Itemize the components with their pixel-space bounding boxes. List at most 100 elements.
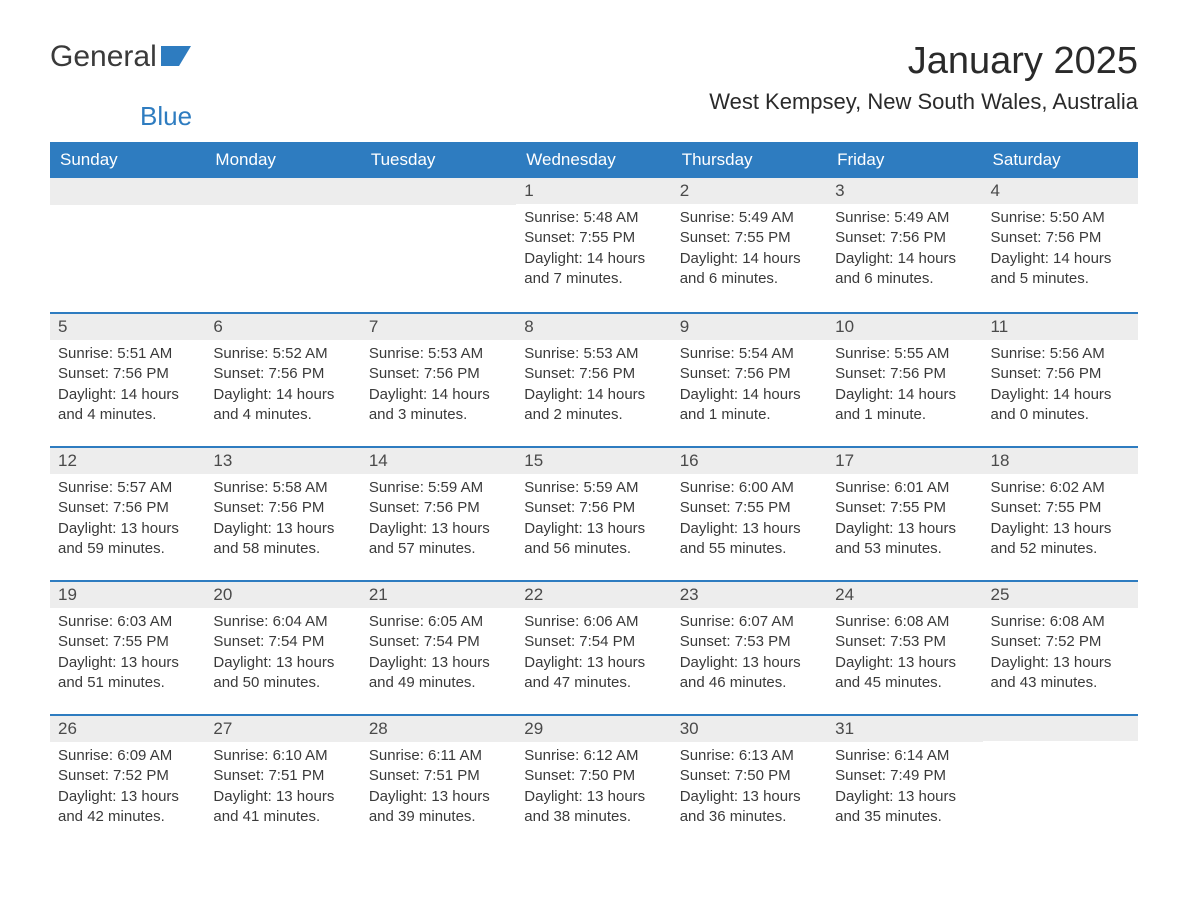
calendar-week: 5Sunrise: 5:51 AMSunset: 7:56 PMDaylight… bbox=[50, 312, 1138, 446]
calendar-empty bbox=[205, 178, 360, 312]
day-details: Sunrise: 6:04 AMSunset: 7:54 PMDaylight:… bbox=[205, 608, 360, 701]
day-number: 19 bbox=[50, 580, 205, 608]
day-details: Sunrise: 5:59 AMSunset: 7:56 PMDaylight:… bbox=[516, 474, 671, 567]
day-number: 31 bbox=[827, 714, 982, 742]
calendar-day: 23Sunrise: 6:07 AMSunset: 7:53 PMDayligh… bbox=[672, 580, 827, 714]
calendar-day: 30Sunrise: 6:13 AMSunset: 7:50 PMDayligh… bbox=[672, 714, 827, 848]
calendar-day: 7Sunrise: 5:53 AMSunset: 7:56 PMDaylight… bbox=[361, 312, 516, 446]
day-number: 21 bbox=[361, 580, 516, 608]
day-details: Sunrise: 6:02 AMSunset: 7:55 PMDaylight:… bbox=[983, 474, 1138, 567]
day-number: 25 bbox=[983, 580, 1138, 608]
day-number: 27 bbox=[205, 714, 360, 742]
calendar-day: 3Sunrise: 5:49 AMSunset: 7:56 PMDaylight… bbox=[827, 178, 982, 312]
day-of-week-row: SundayMondayTuesdayWednesdayThursdayFrid… bbox=[50, 142, 1138, 178]
day-details: Sunrise: 6:03 AMSunset: 7:55 PMDaylight:… bbox=[50, 608, 205, 701]
day-number: 16 bbox=[672, 446, 827, 474]
calendar-week: 12Sunrise: 5:57 AMSunset: 7:56 PMDayligh… bbox=[50, 446, 1138, 580]
day-of-week-header: Friday bbox=[827, 142, 982, 178]
day-details: Sunrise: 6:13 AMSunset: 7:50 PMDaylight:… bbox=[672, 742, 827, 835]
calendar-day: 20Sunrise: 6:04 AMSunset: 7:54 PMDayligh… bbox=[205, 580, 360, 714]
day-details: Sunrise: 6:01 AMSunset: 7:55 PMDaylight:… bbox=[827, 474, 982, 567]
calendar-day: 29Sunrise: 6:12 AMSunset: 7:50 PMDayligh… bbox=[516, 714, 671, 848]
calendar-day: 10Sunrise: 5:55 AMSunset: 7:56 PMDayligh… bbox=[827, 312, 982, 446]
calendar-body: 1Sunrise: 5:48 AMSunset: 7:55 PMDaylight… bbox=[50, 178, 1138, 848]
calendar-day: 26Sunrise: 6:09 AMSunset: 7:52 PMDayligh… bbox=[50, 714, 205, 848]
day-number: 1 bbox=[516, 178, 671, 204]
calendar-empty bbox=[361, 178, 516, 312]
calendar-day: 6Sunrise: 5:52 AMSunset: 7:56 PMDaylight… bbox=[205, 312, 360, 446]
calendar-week: 19Sunrise: 6:03 AMSunset: 7:55 PMDayligh… bbox=[50, 580, 1138, 714]
calendar-day: 21Sunrise: 6:05 AMSunset: 7:54 PMDayligh… bbox=[361, 580, 516, 714]
day-number: 3 bbox=[827, 178, 982, 204]
calendar-day: 24Sunrise: 6:08 AMSunset: 7:53 PMDayligh… bbox=[827, 580, 982, 714]
day-details: Sunrise: 5:53 AMSunset: 7:56 PMDaylight:… bbox=[361, 340, 516, 433]
day-number: 9 bbox=[672, 312, 827, 340]
day-number: 18 bbox=[983, 446, 1138, 474]
calendar-day: 31Sunrise: 6:14 AMSunset: 7:49 PMDayligh… bbox=[827, 714, 982, 848]
day-of-week-header: Wednesday bbox=[516, 142, 671, 178]
calendar-day: 18Sunrise: 6:02 AMSunset: 7:55 PMDayligh… bbox=[983, 446, 1138, 580]
logo-text-1: General bbox=[50, 40, 157, 74]
calendar-day: 13Sunrise: 5:58 AMSunset: 7:56 PMDayligh… bbox=[205, 446, 360, 580]
day-number: 26 bbox=[50, 714, 205, 742]
calendar-day: 5Sunrise: 5:51 AMSunset: 7:56 PMDaylight… bbox=[50, 312, 205, 446]
calendar-day: 14Sunrise: 5:59 AMSunset: 7:56 PMDayligh… bbox=[361, 446, 516, 580]
title-block: January 2025 West Kempsey, New South Wal… bbox=[709, 40, 1138, 125]
calendar-day: 16Sunrise: 6:00 AMSunset: 7:55 PMDayligh… bbox=[672, 446, 827, 580]
day-number: 28 bbox=[361, 714, 516, 742]
calendar-day: 1Sunrise: 5:48 AMSunset: 7:55 PMDaylight… bbox=[516, 178, 671, 312]
calendar-day: 12Sunrise: 5:57 AMSunset: 7:56 PMDayligh… bbox=[50, 446, 205, 580]
day-number: 29 bbox=[516, 714, 671, 742]
day-details: Sunrise: 6:08 AMSunset: 7:53 PMDaylight:… bbox=[827, 608, 982, 701]
logo-flag-icon bbox=[161, 40, 191, 74]
day-details: Sunrise: 5:59 AMSunset: 7:56 PMDaylight:… bbox=[361, 474, 516, 567]
day-details: Sunrise: 5:57 AMSunset: 7:56 PMDaylight:… bbox=[50, 474, 205, 567]
day-number: 10 bbox=[827, 312, 982, 340]
day-details: Sunrise: 5:55 AMSunset: 7:56 PMDaylight:… bbox=[827, 340, 982, 433]
day-number: 17 bbox=[827, 446, 982, 474]
day-details: Sunrise: 5:49 AMSunset: 7:56 PMDaylight:… bbox=[827, 204, 982, 297]
day-details: Sunrise: 6:00 AMSunset: 7:55 PMDaylight:… bbox=[672, 474, 827, 567]
calendar-day: 19Sunrise: 6:03 AMSunset: 7:55 PMDayligh… bbox=[50, 580, 205, 714]
day-details: Sunrise: 5:49 AMSunset: 7:55 PMDaylight:… bbox=[672, 204, 827, 297]
day-number: 11 bbox=[983, 312, 1138, 340]
calendar-day: 22Sunrise: 6:06 AMSunset: 7:54 PMDayligh… bbox=[516, 580, 671, 714]
day-details: Sunrise: 5:51 AMSunset: 7:56 PMDaylight:… bbox=[50, 340, 205, 433]
calendar-day: 28Sunrise: 6:11 AMSunset: 7:51 PMDayligh… bbox=[361, 714, 516, 848]
empty-day-header bbox=[50, 178, 205, 205]
day-details: Sunrise: 6:12 AMSunset: 7:50 PMDaylight:… bbox=[516, 742, 671, 835]
day-number: 24 bbox=[827, 580, 982, 608]
day-details: Sunrise: 5:56 AMSunset: 7:56 PMDaylight:… bbox=[983, 340, 1138, 433]
day-number: 12 bbox=[50, 446, 205, 474]
calendar-day: 17Sunrise: 6:01 AMSunset: 7:55 PMDayligh… bbox=[827, 446, 982, 580]
calendar-empty bbox=[50, 178, 205, 312]
calendar-day: 27Sunrise: 6:10 AMSunset: 7:51 PMDayligh… bbox=[205, 714, 360, 848]
empty-day-header bbox=[205, 178, 360, 205]
day-details: Sunrise: 6:07 AMSunset: 7:53 PMDaylight:… bbox=[672, 608, 827, 701]
day-number: 6 bbox=[205, 312, 360, 340]
day-details: Sunrise: 5:50 AMSunset: 7:56 PMDaylight:… bbox=[983, 204, 1138, 297]
day-details: Sunrise: 5:48 AMSunset: 7:55 PMDaylight:… bbox=[516, 204, 671, 297]
calendar-day: 4Sunrise: 5:50 AMSunset: 7:56 PMDaylight… bbox=[983, 178, 1138, 312]
day-details: Sunrise: 5:52 AMSunset: 7:56 PMDaylight:… bbox=[205, 340, 360, 433]
day-number: 8 bbox=[516, 312, 671, 340]
day-details: Sunrise: 5:54 AMSunset: 7:56 PMDaylight:… bbox=[672, 340, 827, 433]
day-number: 2 bbox=[672, 178, 827, 204]
day-number: 5 bbox=[50, 312, 205, 340]
location: West Kempsey, New South Wales, Australia bbox=[709, 89, 1138, 115]
calendar-day: 25Sunrise: 6:08 AMSunset: 7:52 PMDayligh… bbox=[983, 580, 1138, 714]
calendar-week: 26Sunrise: 6:09 AMSunset: 7:52 PMDayligh… bbox=[50, 714, 1138, 848]
day-of-week-header: Thursday bbox=[672, 142, 827, 178]
day-number: 14 bbox=[361, 446, 516, 474]
day-details: Sunrise: 6:10 AMSunset: 7:51 PMDaylight:… bbox=[205, 742, 360, 835]
day-details: Sunrise: 6:11 AMSunset: 7:51 PMDaylight:… bbox=[361, 742, 516, 835]
day-details: Sunrise: 6:05 AMSunset: 7:54 PMDaylight:… bbox=[361, 608, 516, 701]
month-title: January 2025 bbox=[709, 40, 1138, 83]
day-of-week-header: Tuesday bbox=[361, 142, 516, 178]
calendar-table: SundayMondayTuesdayWednesdayThursdayFrid… bbox=[50, 142, 1138, 848]
day-number: 7 bbox=[361, 312, 516, 340]
logo: General bbox=[50, 40, 193, 74]
calendar-day: 8Sunrise: 5:53 AMSunset: 7:56 PMDaylight… bbox=[516, 312, 671, 446]
day-details: Sunrise: 6:08 AMSunset: 7:52 PMDaylight:… bbox=[983, 608, 1138, 701]
day-number: 13 bbox=[205, 446, 360, 474]
